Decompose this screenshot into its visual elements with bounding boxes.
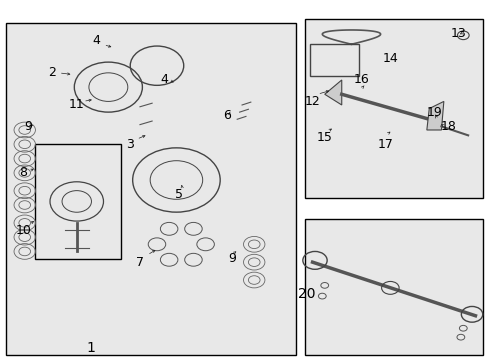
Text: 4: 4 — [160, 73, 168, 86]
Polygon shape — [324, 80, 341, 105]
Text: 14: 14 — [382, 52, 397, 65]
Bar — [305, 19, 482, 198]
Text: 4: 4 — [92, 34, 100, 47]
Polygon shape — [426, 102, 443, 130]
Text: 6: 6 — [223, 109, 231, 122]
Text: 3: 3 — [126, 138, 134, 151]
Bar — [35, 144, 120, 258]
Text: 15: 15 — [316, 131, 332, 144]
Text: 11: 11 — [69, 99, 84, 112]
Text: 20: 20 — [297, 287, 315, 301]
Text: 2: 2 — [48, 66, 56, 79]
Text: 7: 7 — [136, 256, 143, 269]
Text: 17: 17 — [377, 138, 393, 151]
Text: 10: 10 — [15, 224, 31, 237]
Bar — [6, 23, 295, 355]
Text: 18: 18 — [440, 120, 456, 133]
Text: 5: 5 — [175, 188, 183, 201]
Bar — [309, 44, 358, 76]
Text: 9: 9 — [228, 252, 236, 265]
Text: 16: 16 — [353, 73, 368, 86]
Text: 12: 12 — [304, 95, 320, 108]
Text: 9: 9 — [24, 120, 32, 133]
Text: 13: 13 — [449, 27, 466, 40]
Text: 8: 8 — [19, 166, 27, 179]
Bar — [305, 219, 482, 355]
Text: 19: 19 — [426, 105, 441, 119]
Text: 1: 1 — [87, 341, 96, 355]
